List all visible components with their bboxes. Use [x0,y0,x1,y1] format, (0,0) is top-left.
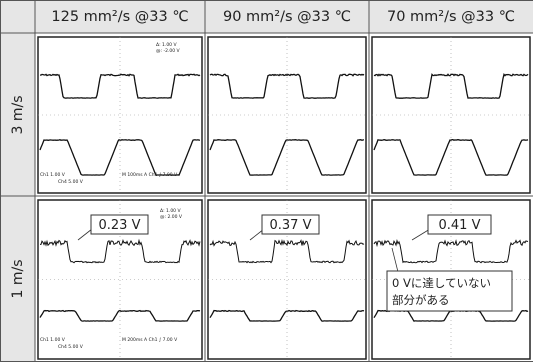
scope-readout: Ch1 1.00 V [40,337,66,343]
note-line: 部分がある [392,293,450,307]
scope-readout: Δ: 1.00 V [160,208,181,214]
callout: 0.37 V [270,218,312,233]
row-header: 3 m/s [10,95,26,134]
column-header: 90 mm²/s @33 ℃ [223,9,351,25]
row-header-bg [0,33,35,362]
row-header: 1 m/s [10,259,26,298]
callout: 0.23 V [99,218,141,233]
scope-readout: @: 2.00 V [160,214,183,220]
scope-readout: Ch4 5.00 V [58,344,84,350]
note-line: 0 Vに達していない [392,276,491,290]
column-header: 70 mm²/s @33 ℃ [387,9,515,25]
scope-readout: Δ: 1.00 V [156,42,177,48]
column-header: 125 mm²/s @33 ℃ [51,9,188,25]
scope-readout: M 100ms A Ch1 ∫ 7.00 V [122,172,178,178]
scope-readout: M 200ms A Ch1 ∫ 7.00 V [122,337,178,343]
figure: 125 mm²/s @33 ℃ 90 mm²/s @33 ℃ 70 mm²/s … [0,0,533,362]
scope-readout: Ch4 5.00 V [58,179,84,185]
scope-readout: Ch1 1.00 V [40,172,66,178]
scope-readout: @: -2.00 V [156,48,181,54]
callout: 0.41 V [439,218,481,233]
